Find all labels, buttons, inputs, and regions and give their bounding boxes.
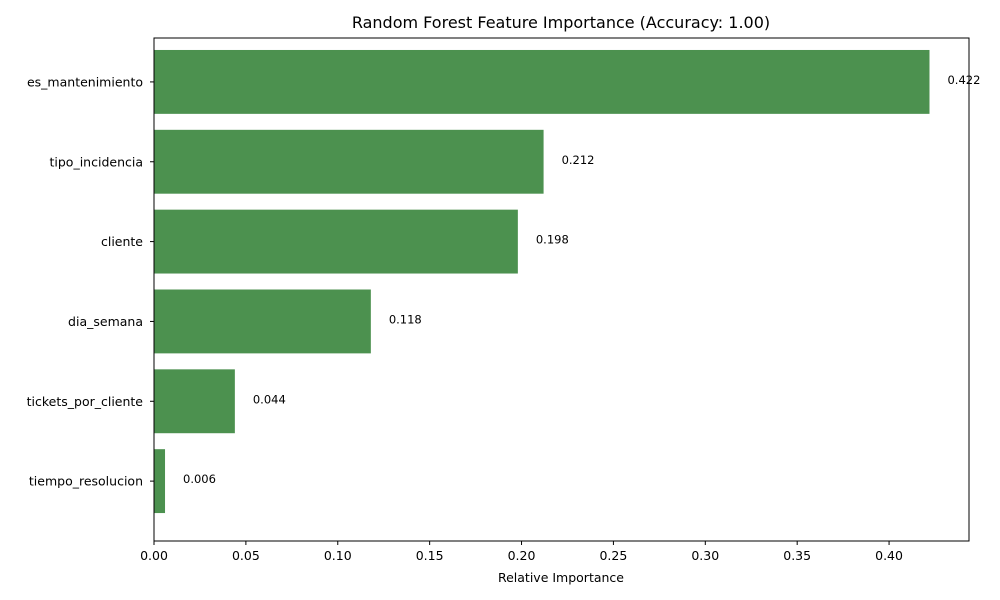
- bar-dia_semana: [154, 289, 371, 354]
- y-tick-label: es_mantenimiento: [27, 74, 143, 89]
- x-tick-label: 0.25: [599, 548, 627, 563]
- x-tick-label: 0.35: [783, 548, 811, 563]
- y-tick-label: tipo_incidencia: [50, 154, 144, 169]
- bar-tickets_por_cliente: [154, 369, 235, 434]
- y-tick-label: tiempo_resolucion: [29, 474, 143, 489]
- y-tick-label: dia_semana: [68, 314, 143, 329]
- x-tick-label: 0.40: [875, 548, 903, 563]
- data-label: 0.006: [183, 472, 216, 486]
- data-label: 0.198: [536, 233, 569, 247]
- x-tick-label: 0.30: [691, 548, 719, 563]
- bar-es_mantenimiento: [154, 49, 930, 114]
- data-label: 0.212: [562, 153, 595, 167]
- y-tick-label: tickets_por_cliente: [27, 394, 144, 409]
- x-tick-label: 0.20: [508, 548, 536, 563]
- x-tick-label: 0.10: [324, 548, 352, 563]
- x-tick-label: 0.05: [232, 548, 260, 563]
- y-tick-label: cliente: [101, 234, 143, 249]
- plot-frame: [153, 37, 970, 542]
- x-tick-label: 0.00: [140, 548, 168, 563]
- x-tick-label: 0.15: [416, 548, 444, 563]
- chart-title: Random Forest Feature Importance (Accura…: [352, 13, 770, 32]
- x-axis-ticks: 0.00 0.05 0.10 0.15 0.20 0.25 0.30 0.35 0.40: [140, 541, 903, 563]
- data-labels: 0.422 0.212 0.198 0.118 0.044 0.006: [183, 73, 980, 486]
- bars-layer: [154, 49, 930, 514]
- bar-tiempo_resolucion: [154, 449, 166, 514]
- data-label: 0.422: [947, 73, 980, 87]
- bar-tipo_incidencia: [154, 129, 544, 194]
- data-label: 0.044: [253, 392, 286, 406]
- x-axis-label: Relative Importance: [498, 570, 624, 585]
- data-label: 0.118: [389, 312, 422, 326]
- bar-cliente: [154, 209, 518, 274]
